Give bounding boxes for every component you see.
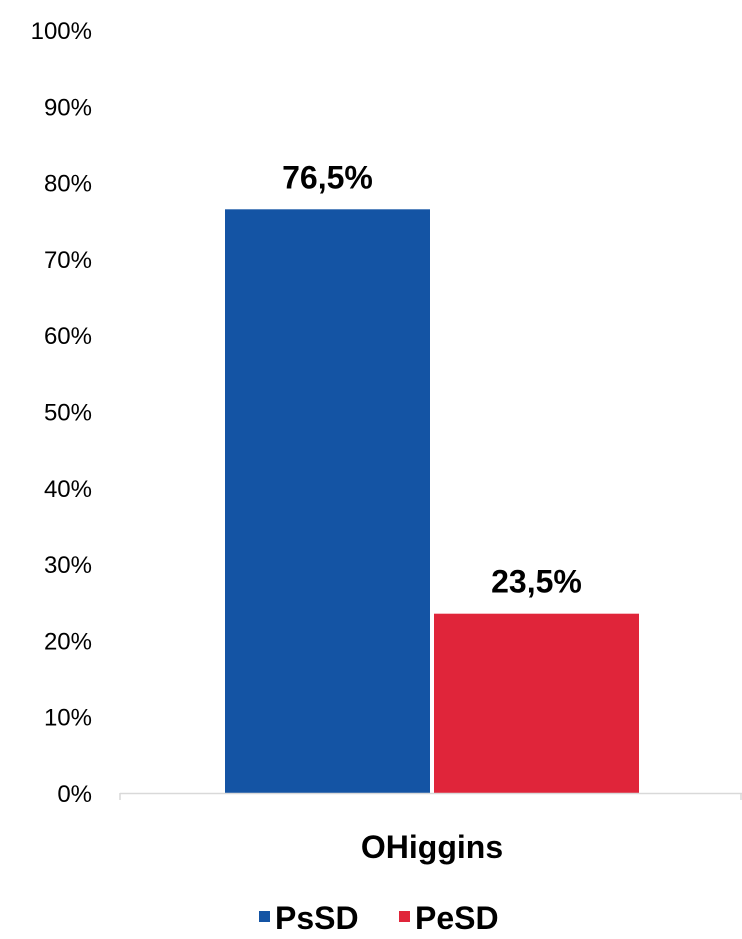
category-label: OHiggins [361,829,503,865]
y-tick-label: 100% [31,18,92,45]
legend-label: PsSD [275,900,359,936]
y-tick-label: 0% [57,781,92,808]
legend-label: PeSD [415,900,499,936]
legend-item-pesd: PeSD [399,900,499,936]
y-tick-label: 20% [44,628,92,655]
data-labels: 76,5% 23,5% [282,159,582,599]
x-axis-category-labels: OHiggins [361,829,503,865]
bar-pesd [434,613,639,793]
legend-swatch [399,911,410,922]
y-tick-label: 80% [44,171,92,198]
data-label-pesd: 23,5% [491,564,582,600]
bar-pssd [225,209,430,793]
data-label-pssd: 76,5% [282,159,373,195]
y-tick-label: 70% [44,247,92,274]
y-tick-label: 30% [44,552,92,579]
y-axis-tick-labels: 0% 10% 20% 30% 40% 50% 60% 70% 80% 90% 100% [31,18,92,808]
y-tick-label: 40% [44,476,92,503]
y-tick-label: 90% [44,94,92,121]
legend-item-pssd: PsSD [259,900,359,936]
y-tick-label: 10% [44,705,92,732]
y-tick-label: 50% [44,400,92,427]
y-tick-label: 60% [44,323,92,350]
legend-swatch [259,911,270,922]
bars [225,209,639,793]
x-axis-tick-marks [119,793,742,800]
legend: PsSD PeSD [259,900,499,936]
